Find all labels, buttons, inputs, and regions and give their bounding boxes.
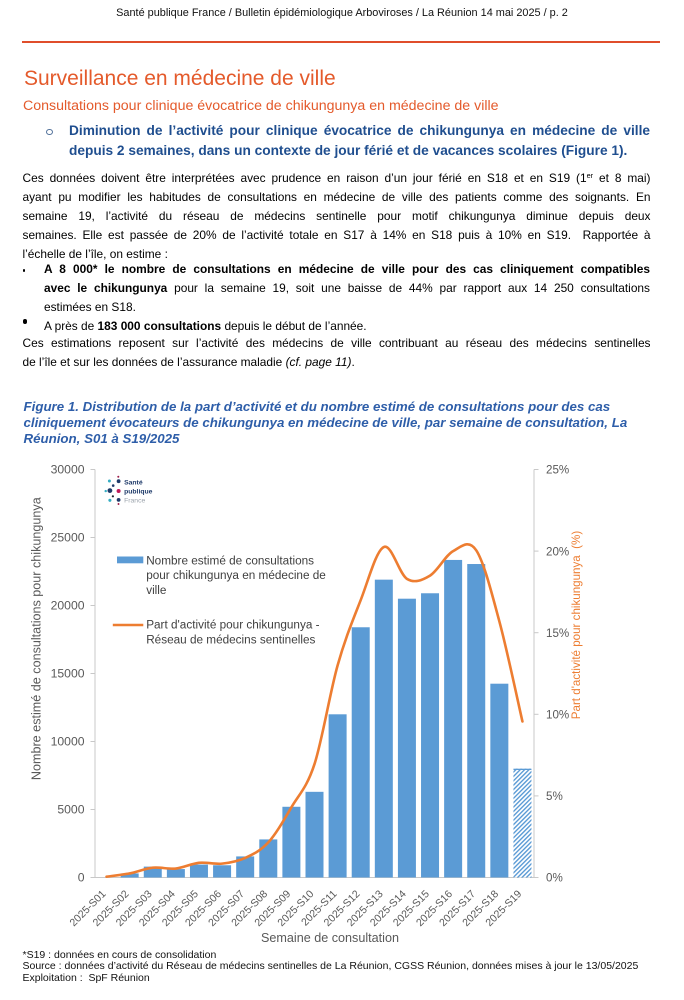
svg-text:ville: ville bbox=[146, 584, 167, 597]
svg-text:25%: 25% bbox=[546, 464, 569, 477]
svg-text:0: 0 bbox=[78, 871, 85, 885]
svg-text:France: France bbox=[124, 498, 145, 505]
svg-text:Nombre estimé de consultations: Nombre estimé de consultations pour chik… bbox=[30, 497, 44, 780]
svg-text:10%: 10% bbox=[546, 709, 569, 722]
svg-text:Semaine de consultation: Semaine de consultation bbox=[261, 931, 399, 945]
svg-text:publique: publique bbox=[124, 489, 153, 496]
svg-text:Part d'activité pour chikungun: Part d'activité pour chikungunya - bbox=[146, 619, 319, 632]
svg-text:30000: 30000 bbox=[51, 463, 85, 477]
svg-text:Santé: Santé bbox=[124, 480, 143, 487]
svg-text:15000: 15000 bbox=[51, 667, 85, 681]
svg-text:Réseau de médecins sentinelles: Réseau de médecins sentinelles bbox=[146, 634, 315, 647]
svg-text:25000: 25000 bbox=[51, 531, 85, 545]
svg-text:Nombre estimé de consultations: Nombre estimé de consultations bbox=[146, 554, 314, 567]
svg-text:15%: 15% bbox=[546, 627, 569, 640]
svg-text:0%: 0% bbox=[546, 871, 563, 884]
svg-text:pour chikungunya en médecine d: pour chikungunya en médecine de bbox=[146, 569, 326, 582]
svg-text:Part d'activité pour chikungun: Part d'activité pour chikungunya (%) bbox=[570, 531, 583, 720]
svg-text:5%: 5% bbox=[546, 790, 563, 803]
svg-text:20%: 20% bbox=[546, 545, 569, 558]
svg-text:10000: 10000 bbox=[51, 735, 85, 749]
svg-text:20000: 20000 bbox=[51, 599, 85, 613]
svg-text:5000: 5000 bbox=[57, 803, 84, 817]
